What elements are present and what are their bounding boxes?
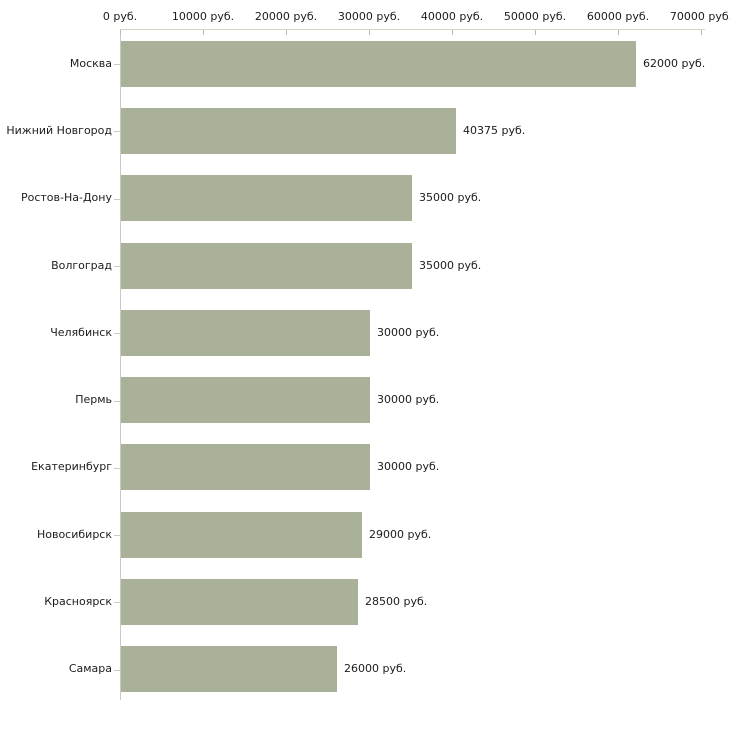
value-label: 35000 руб. bbox=[419, 258, 482, 272]
x-axis-tick-label: 60000 руб. bbox=[586, 10, 650, 23]
bar bbox=[121, 646, 337, 693]
category-label: Москва bbox=[69, 56, 112, 70]
bar bbox=[121, 579, 358, 626]
bar-row: Самара 26000 руб. bbox=[0, 636, 730, 703]
bar-row: Пермь 30000 руб. bbox=[0, 367, 730, 434]
category-label: Челябинск bbox=[50, 325, 112, 339]
category-tick bbox=[114, 64, 120, 65]
category-tick bbox=[114, 535, 120, 537]
value-label: 35000 руб. bbox=[419, 191, 482, 205]
category-tick bbox=[114, 602, 120, 604]
value-label: 28500 руб. bbox=[365, 595, 428, 609]
x-axis-tick bbox=[120, 30, 121, 35]
value-label: 30000 руб. bbox=[377, 325, 440, 339]
x-axis-tick bbox=[618, 30, 619, 35]
bar-row: Москва 62000 руб. bbox=[0, 30, 730, 97]
x-axis-tick-label: 40000 руб. bbox=[420, 10, 484, 23]
x-axis-tick-label: 10000 руб. bbox=[171, 10, 235, 23]
value-label: 40375 руб. bbox=[463, 123, 526, 137]
category-label: Самара bbox=[68, 662, 112, 676]
x-axis-tick bbox=[452, 30, 453, 35]
x-axis-tick bbox=[369, 30, 370, 35]
bar-row: Волгоград 35000 руб. bbox=[0, 232, 730, 299]
x-axis-tick-label: 20000 руб. bbox=[254, 10, 318, 23]
bar-row: Нижний Новгород 40375 руб. bbox=[0, 97, 730, 164]
category-label: Екатеринбург bbox=[31, 460, 112, 474]
x-axis-tick bbox=[701, 30, 702, 35]
value-label: 29000 руб. bbox=[369, 527, 432, 541]
category-label: Нижний Новгород bbox=[6, 123, 112, 137]
category-tick bbox=[114, 131, 120, 133]
category-tick bbox=[114, 265, 120, 267]
bar-row: Новосибирск 29000 руб. bbox=[0, 501, 730, 568]
bar-row: Екатеринбург 30000 руб. bbox=[0, 434, 730, 501]
x-axis-tick-label: 30000 руб. bbox=[337, 10, 401, 23]
bar bbox=[121, 444, 370, 491]
value-label: 62000 руб. bbox=[643, 56, 706, 70]
bar-row: Ростов-На-Дону 35000 руб. bbox=[0, 165, 730, 232]
value-label: 30000 руб. bbox=[377, 393, 440, 407]
x-axis-tick-label: 50000 руб. bbox=[503, 10, 567, 23]
bar bbox=[121, 175, 412, 222]
x-axis-tick-label: 70000 руб. bbox=[669, 10, 730, 23]
value-label: 26000 руб. bbox=[344, 662, 407, 676]
x-axis-tick bbox=[286, 30, 287, 35]
x-axis-tick bbox=[535, 30, 536, 35]
category-tick bbox=[114, 198, 120, 200]
x-axis-tick-label: 0 руб. bbox=[102, 10, 138, 23]
x-axis-tick bbox=[203, 30, 204, 35]
x-axis-line bbox=[120, 29, 705, 30]
category-tick bbox=[114, 467, 120, 469]
bar-row: Челябинск 30000 руб. bbox=[0, 299, 730, 366]
bar bbox=[121, 40, 636, 87]
category-tick bbox=[114, 333, 120, 335]
y-axis-line bbox=[120, 29, 121, 700]
bar bbox=[121, 511, 362, 558]
bar bbox=[121, 377, 370, 424]
bar-row: Красноярск 28500 руб. bbox=[0, 568, 730, 635]
category-tick bbox=[114, 669, 120, 671]
category-label: Новосибирск bbox=[36, 527, 112, 541]
bar bbox=[121, 107, 456, 154]
category-label: Красноярск bbox=[44, 595, 112, 609]
category-tick bbox=[114, 400, 120, 402]
value-label: 30000 руб. bbox=[377, 460, 440, 474]
category-label: Пермь bbox=[75, 393, 112, 407]
category-label: Ростов-На-Дону bbox=[20, 191, 112, 205]
category-label: Волгоград bbox=[51, 258, 112, 272]
bar bbox=[121, 242, 412, 289]
bar bbox=[121, 309, 370, 356]
